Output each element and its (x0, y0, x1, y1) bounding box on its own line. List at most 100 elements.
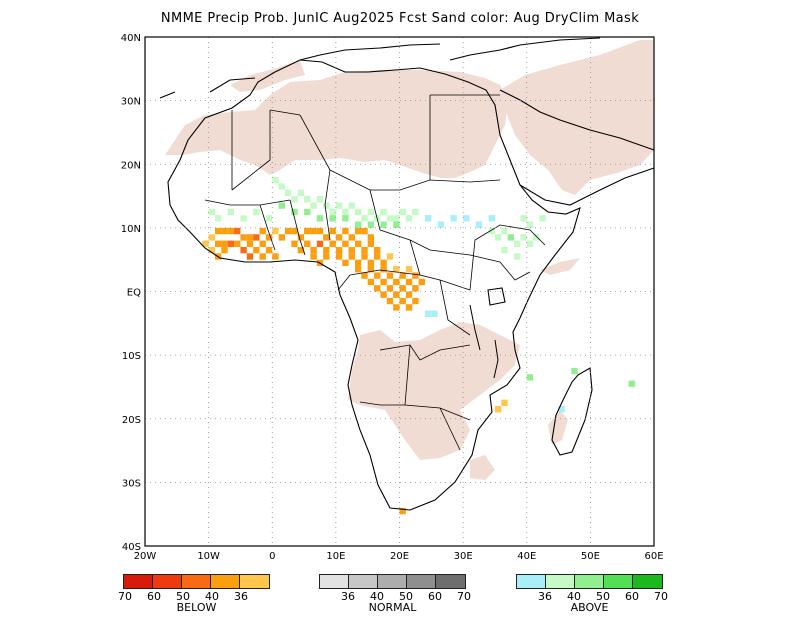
forecast-cell (374, 272, 381, 279)
forecast-cell (437, 221, 445, 228)
forecast-cell (361, 253, 368, 260)
forecast-cell (253, 234, 260, 241)
forecast-cell (259, 240, 266, 247)
forecast-cell (304, 240, 311, 247)
forecast-cell (628, 380, 635, 387)
forecast-cell (265, 246, 273, 254)
forecast-cell (431, 310, 438, 317)
forecast-cell (278, 234, 285, 241)
forecast-cell (259, 227, 266, 235)
lat-tick-label: 30S (122, 478, 141, 489)
forecast-cell (367, 208, 375, 216)
forecast-cell (291, 208, 298, 216)
forecast-cell (323, 234, 330, 241)
forecast-cell (520, 234, 527, 241)
madagascar-coastline (551, 367, 593, 456)
legend-swatch (124, 575, 153, 588)
forecast-cell (393, 291, 400, 298)
forecast-cell (234, 240, 241, 247)
forecast-cell (412, 297, 419, 305)
mediterranean-coast (159, 37, 601, 99)
forecast-cell (342, 259, 349, 267)
forecast-cell (342, 208, 349, 216)
dry-climatology-mask (165, 40, 654, 480)
legend-swatch (240, 575, 269, 588)
legend-swatch (436, 575, 465, 588)
forecast-cell (214, 215, 222, 222)
lat-tick-label: 30N (121, 97, 141, 108)
legend-tick-label: 50 (399, 590, 413, 603)
forecast-cell (367, 234, 375, 241)
forecast-cell (272, 227, 279, 235)
forecast-cell (342, 215, 349, 222)
forecast-cell (253, 246, 260, 254)
legend-swatch (517, 575, 546, 588)
forecast-cell (361, 215, 368, 222)
forecast-cell (412, 208, 419, 216)
forecast-cell (278, 202, 285, 209)
legend-swatch (546, 575, 575, 588)
forecast-cell (278, 183, 285, 190)
forecast-cell (265, 234, 273, 241)
forecast-cell (475, 221, 483, 228)
forecast-cell (323, 253, 330, 260)
forecast-cell (374, 253, 381, 260)
arabia-coastline (499, 89, 655, 206)
legend-swatch (378, 575, 407, 588)
forecast-cell (374, 246, 381, 254)
mask-sahara (165, 70, 508, 178)
forecast-cell (342, 227, 349, 235)
forecast-cell (374, 285, 381, 292)
legend-tick-label: 50 (596, 590, 610, 603)
mask-arabia (500, 40, 654, 195)
forecast-cell (335, 234, 343, 241)
forecast-cell (348, 246, 355, 254)
lat-tick-label: 10N (121, 224, 141, 235)
forecast-cell (399, 272, 406, 279)
legend-above-ticks: 36 40 50 60 70 (516, 589, 668, 603)
legend-below-colorbar (123, 574, 270, 589)
forecast-cell (399, 208, 406, 216)
forecast-cell (316, 227, 324, 235)
forecast-cell (310, 227, 317, 235)
lon-tick-label: 0 (269, 551, 275, 562)
forecast-cell (208, 234, 215, 241)
forecast-cell (304, 227, 311, 235)
forecast-cell (348, 234, 355, 241)
forecast-cell (246, 253, 254, 260)
forecast-cell (412, 272, 419, 279)
forecast-cell (488, 215, 495, 222)
lon-tick-label: 60E (644, 551, 663, 562)
axis-labels: 20W 10W 0 10E 20E 30E 40E 50E 60E 40N 30N 20N 10N EQ 1… (121, 33, 664, 562)
forecast-cell (380, 221, 387, 228)
forecast-cell (316, 240, 324, 247)
forecast-cell (367, 266, 375, 273)
forecast-cell (526, 374, 534, 381)
forecast-cell (520, 215, 527, 222)
forecast-cell (386, 215, 394, 222)
forecast-cell (335, 246, 343, 254)
forecast-cell (234, 227, 241, 235)
forecast-cell (246, 240, 254, 247)
forecast-cell (297, 189, 305, 197)
forecast-cell (367, 278, 375, 286)
lon-tick-label: 10W (197, 551, 220, 562)
forecast-cell (501, 227, 508, 235)
forecast-cell (386, 253, 394, 260)
legend-swatch (349, 575, 378, 588)
forecast-cell (380, 291, 387, 298)
legend-swatch (182, 575, 211, 588)
legend-tick-label: 70 (457, 590, 471, 603)
forecast-cell (494, 406, 502, 413)
forecast-cell (329, 208, 336, 216)
forecast-cell (354, 208, 362, 216)
forecast-cell (514, 253, 521, 260)
forecast-cell (246, 234, 254, 241)
forecast-cell (361, 227, 368, 235)
forecast-cell (526, 221, 534, 228)
africa-coastline (167, 59, 581, 511)
forecast-cell (335, 253, 343, 260)
forecast-cell (323, 246, 330, 254)
legend-tick-label: 60 (625, 590, 639, 603)
forecast-cell (380, 208, 387, 216)
